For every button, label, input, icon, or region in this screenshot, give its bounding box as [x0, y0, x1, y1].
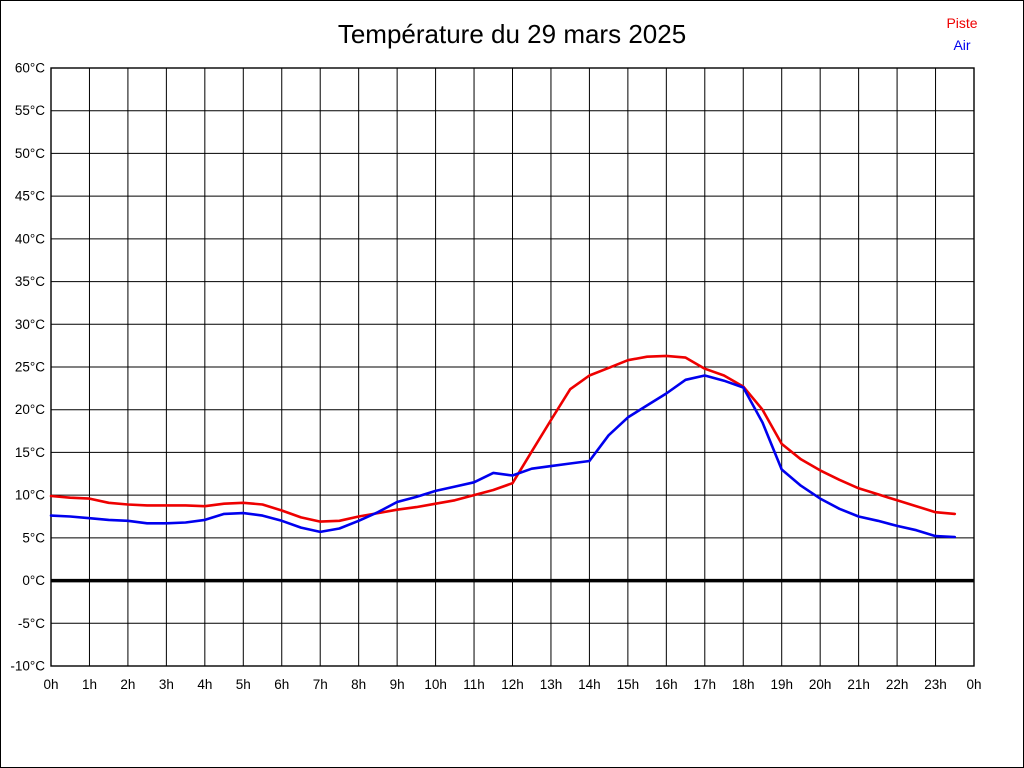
- legend: Piste Air: [927, 12, 997, 56]
- y-tick-label: 30°C: [15, 317, 45, 332]
- y-tick-label: 40°C: [15, 231, 45, 246]
- x-tick-label: 19h: [770, 677, 793, 692]
- series-line-piste: [49, 354, 957, 523]
- y-tick-label: 45°C: [15, 189, 45, 204]
- x-tick-label: 14h: [578, 677, 601, 692]
- x-tick-label: 6h: [274, 677, 289, 692]
- y-tick-label: -5°C: [18, 616, 45, 631]
- x-tick-label: 1h: [82, 677, 97, 692]
- y-tick-label: 20°C: [15, 402, 45, 417]
- x-tick-label: 4h: [197, 677, 212, 692]
- y-tick-label: 50°C: [15, 146, 45, 161]
- x-tick-label: 7h: [313, 677, 328, 692]
- y-tick-label: 15°C: [15, 445, 45, 460]
- x-tick-label: 9h: [390, 677, 405, 692]
- x-tick-label: 0h: [43, 677, 58, 692]
- y-tick-label: 0°C: [22, 573, 45, 588]
- y-tick-label: 60°C: [15, 61, 45, 76]
- legend-item-piste: Piste: [946, 15, 978, 31]
- x-tick-label: 22h: [886, 677, 909, 692]
- x-tick-label: 10h: [424, 677, 447, 692]
- y-tick-label: 35°C: [15, 274, 45, 289]
- x-tick-label: 21h: [847, 677, 870, 692]
- x-tick-label: 15h: [617, 677, 640, 692]
- x-tick-label: 8h: [351, 677, 366, 692]
- x-tick-label: 12h: [501, 677, 524, 692]
- x-tick-label: 11h: [463, 677, 485, 692]
- x-tick-label: 23h: [924, 677, 947, 692]
- x-tick-label: 13h: [540, 677, 563, 692]
- plot-frame: [50, 67, 975, 667]
- legend-item-air: Air: [953, 37, 971, 53]
- y-tick-label: 5°C: [22, 530, 45, 545]
- x-tick-label: 16h: [655, 677, 678, 692]
- x-tick-label: 20h: [809, 677, 832, 692]
- y-tick-label: 55°C: [15, 103, 45, 118]
- y-tick-label: 25°C: [15, 360, 45, 375]
- x-tick-label: 18h: [732, 677, 755, 692]
- x-tick-label: 17h: [694, 677, 717, 692]
- y-tick-label: -10°C: [10, 659, 45, 674]
- y-tick-label: 10°C: [15, 488, 45, 503]
- series-line-air: [49, 374, 957, 539]
- x-tick-label: 0h: [966, 677, 981, 692]
- chart-title: Température du 29 mars 2025: [337, 19, 687, 49]
- x-tick-label: 3h: [159, 677, 174, 692]
- x-tick-label: 5h: [236, 677, 251, 692]
- x-tick-label: 2h: [120, 677, 135, 692]
